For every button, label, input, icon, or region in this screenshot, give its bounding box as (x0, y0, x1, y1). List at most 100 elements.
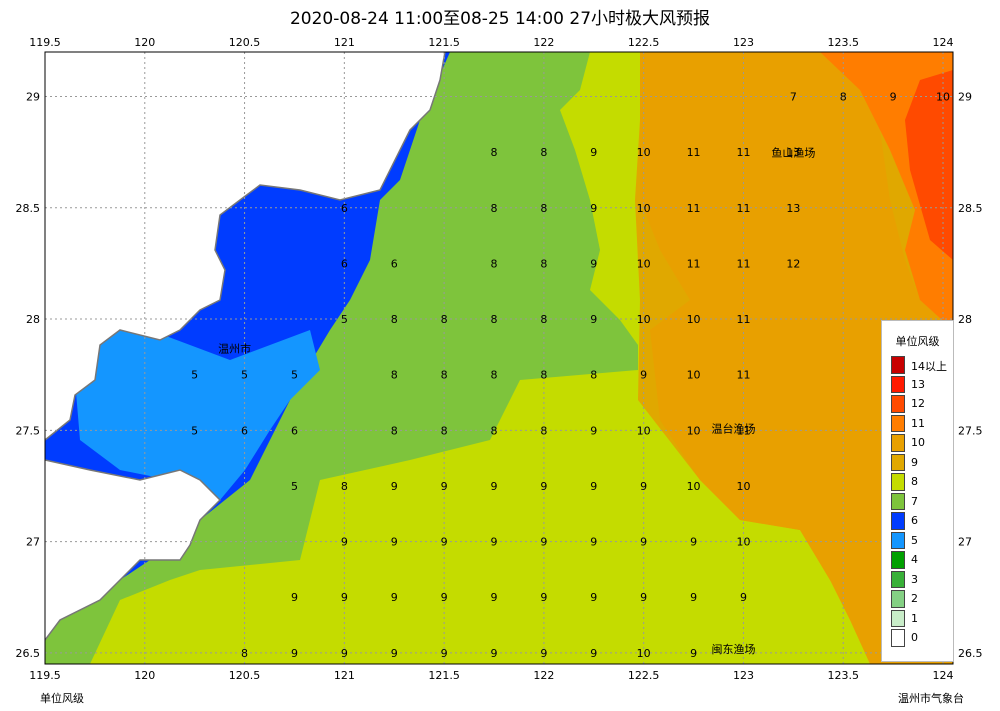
grid-value: 9 (391, 647, 398, 660)
grid-value: 9 (590, 647, 597, 660)
grid-value: 9 (291, 591, 298, 604)
grid-value: 9 (540, 647, 547, 660)
legend-item: 5 (891, 531, 951, 549)
grid-value: 8 (391, 313, 398, 326)
legend-title: 单位风级 (895, 335, 940, 348)
grid-value: 6 (341, 202, 348, 215)
legend-label: 4 (911, 553, 918, 566)
legend-label: 12 (911, 397, 925, 410)
legend-swatch (891, 375, 905, 393)
grid-value: 8 (491, 146, 498, 159)
grid-value: 9 (441, 647, 448, 660)
grid-value: 5 (191, 369, 198, 382)
legend-item: 3 (891, 570, 951, 588)
lat-tick-right: 29 (958, 91, 972, 104)
legend-item: 2 (891, 590, 951, 608)
legend-label: 8 (911, 475, 918, 488)
legend-label: 11 (911, 416, 925, 430)
legend-item: 9 (891, 453, 951, 471)
lat-tick-right: 27.5 (958, 424, 983, 437)
grid-value: 9 (690, 647, 697, 660)
grid-value: 8 (341, 480, 348, 493)
legend-item: 12 (891, 395, 951, 413)
grid-value: 9 (590, 536, 597, 549)
grid-value: 8 (241, 647, 248, 660)
wind-zone-12 (905, 70, 953, 260)
grid-value: 9 (640, 369, 647, 382)
lon-tick-top: 119.5 (29, 36, 61, 49)
grid-value: 10 (736, 480, 750, 493)
legend-item: 13 (891, 375, 951, 393)
grid-value: 10 (687, 424, 701, 437)
lon-tick-top: 122.5 (628, 36, 660, 49)
grid-value: 9 (540, 591, 547, 604)
grid-value: 9 (391, 480, 398, 493)
legend-swatch (891, 531, 905, 549)
legend-item: 1 (891, 609, 951, 627)
grid-value: 10 (736, 536, 750, 549)
grid-value: 9 (291, 647, 298, 660)
source-label: 温州市气象台 (898, 692, 964, 705)
grid-value: 10 (637, 257, 651, 270)
grid-value: 10 (637, 647, 651, 660)
grid-value: 7 (790, 91, 797, 104)
legend-swatch (891, 570, 905, 588)
lon-tick-top: 122 (533, 36, 554, 49)
lat-tick-left: 27.5 (16, 424, 41, 437)
legend-label: 14以上 (911, 360, 947, 373)
grid-value: 8 (540, 313, 547, 326)
unit-label: 单位风级 (40, 692, 84, 705)
grid-value: 8 (491, 369, 498, 382)
grid-value: 8 (540, 202, 547, 215)
legend-swatch (891, 473, 905, 491)
grid-value: 5 (291, 369, 298, 382)
legend-swatch (891, 609, 905, 627)
grid-value: 11 (687, 257, 701, 270)
lon-tick-bottom: 124 (933, 669, 954, 682)
grid-value: 11 (687, 202, 701, 215)
grid-value: 12 (786, 257, 800, 270)
lon-tick-bottom: 122.5 (628, 669, 660, 682)
legend-item: 7 (891, 492, 951, 510)
grid-value: 5 (341, 313, 348, 326)
grid-value: 8 (840, 91, 847, 104)
lon-tick-top: 121 (334, 36, 355, 49)
grid-value: 8 (441, 313, 448, 326)
grid-value: 5 (241, 369, 248, 382)
grid-value: 9 (590, 257, 597, 270)
grid-value: 9 (391, 536, 398, 549)
legend-label: 3 (911, 572, 918, 586)
grid-value: 9 (590, 480, 597, 493)
grid-value: 8 (491, 202, 498, 215)
lat-tick-left: 29 (26, 91, 40, 104)
place-label: 温州市 (218, 341, 251, 355)
grid-value: 9 (341, 536, 348, 549)
legend-swatch (891, 434, 905, 452)
lon-tick-bottom: 121.5 (428, 669, 460, 682)
lat-tick-left: 27 (26, 536, 40, 549)
grid-value: 11 (736, 202, 750, 215)
legend-label: 5 (911, 533, 918, 547)
grid-value: 9 (441, 591, 448, 604)
legend-label: 7 (911, 494, 918, 508)
grid-value: 8 (391, 369, 398, 382)
grid-value: 10 (936, 91, 950, 104)
grid-value: 8 (540, 424, 547, 437)
grid-value: 8 (540, 146, 547, 159)
legend-label: 9 (911, 455, 918, 469)
legend-label: 6 (911, 514, 918, 527)
grid-value: 11 (736, 146, 750, 159)
grid-value: 9 (740, 591, 747, 604)
lon-tick-top: 120.5 (229, 36, 261, 49)
grid-value: 9 (341, 591, 348, 604)
lon-tick-bottom: 123 (733, 669, 754, 682)
legend-swatch (891, 414, 905, 432)
grid-value: 13 (786, 146, 800, 159)
grid-value: 9 (441, 536, 448, 549)
grid-value: 10 (637, 424, 651, 437)
legend-item: 8 (891, 473, 951, 491)
grid-value: 9 (640, 591, 647, 604)
grid-value: 9 (590, 313, 597, 326)
grid-value: 8 (540, 257, 547, 270)
grid-value: 9 (391, 591, 398, 604)
